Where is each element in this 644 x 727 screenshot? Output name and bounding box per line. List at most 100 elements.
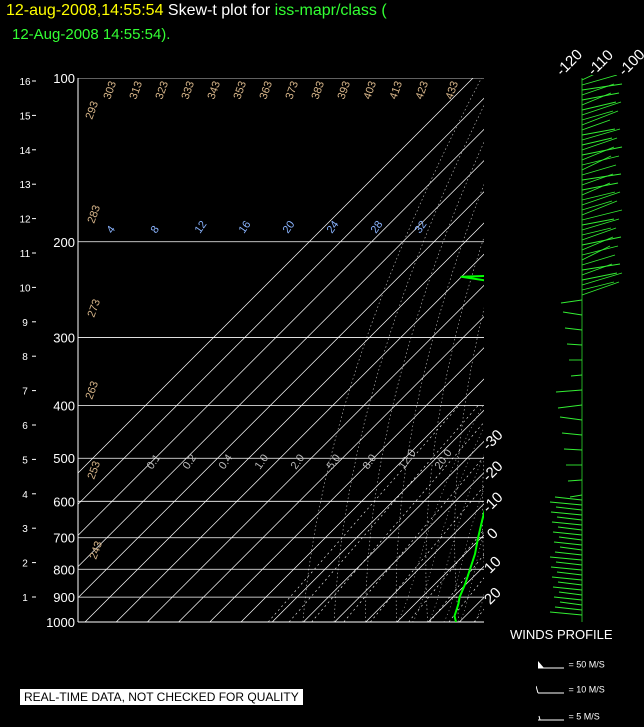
axis-labels: 1000900800700600500400300200100123456789… <box>19 46 644 630</box>
isotherm <box>365 503 484 622</box>
wind-barb <box>554 606 583 611</box>
legend-50ms: = 50 M/S <box>536 659 605 671</box>
dry-adiabat <box>454 307 484 622</box>
moist-adiabat <box>427 454 484 622</box>
isotherm <box>78 128 484 536</box>
wind-barb <box>564 327 583 331</box>
height-tick-label: 14 <box>19 146 31 157</box>
wind-barb <box>581 155 612 171</box>
pressure-tick-label: 700 <box>53 531 75 546</box>
mixing-ratio-label: 12 <box>193 219 210 236</box>
dry-adiabat <box>632 78 644 622</box>
wind-barb <box>562 311 583 316</box>
mixing-ratio-line <box>370 485 484 622</box>
wind-barb <box>554 551 583 556</box>
height-tick-label: 8 <box>22 352 28 363</box>
wind-barb <box>549 556 583 561</box>
wind-barb <box>581 146 615 161</box>
legend-50-label: = 50 M/S <box>568 659 605 670</box>
barb-10-icon <box>535 685 564 694</box>
wind-barb <box>581 173 622 181</box>
isotherm-right-label: 0 <box>484 525 502 543</box>
wind-barb <box>550 511 583 516</box>
isotherm <box>303 440 484 622</box>
height-tick-label: 2 <box>22 559 28 570</box>
barb-5-icon <box>538 715 564 721</box>
saturation-label: 0.1 <box>145 452 164 471</box>
isotherm <box>78 78 474 474</box>
dry-adiabat-label: 343 <box>206 80 224 101</box>
wind-barb <box>581 245 611 261</box>
isotherm <box>459 596 484 622</box>
wind-barb <box>561 432 583 436</box>
diagram-grid <box>78 78 644 622</box>
dry-adiabat-label: 383 <box>310 80 328 101</box>
mixing-ratio-label: 24 <box>325 219 342 236</box>
dry-adiabat <box>609 78 644 622</box>
wind-barb <box>559 546 583 551</box>
wind-barb <box>558 536 583 541</box>
dry-adiabat-label: 353 <box>232 80 250 101</box>
wind-barb <box>581 200 618 216</box>
mixing-ratio-label: 16 <box>237 219 254 236</box>
pressure-tick-label: 400 <box>53 399 75 414</box>
wind-barb <box>570 374 583 377</box>
wind-barb <box>581 191 621 206</box>
isotherm <box>78 160 484 568</box>
height-tick-label: 1 <box>22 593 28 604</box>
wind-barb <box>556 571 583 576</box>
sounding-series <box>453 274 484 622</box>
wind-barb <box>581 137 613 146</box>
wind-barb <box>581 128 616 136</box>
wind-barb <box>549 501 583 506</box>
mixing-ratio-line <box>288 405 479 622</box>
title-source: iss-mapr/class ( <box>274 2 387 19</box>
dry-adiabat-label: 293 <box>84 100 102 121</box>
wind-barb <box>581 164 617 176</box>
dry-adiabat <box>425 236 484 622</box>
wind-barb <box>581 155 620 166</box>
isotherm <box>78 97 484 505</box>
height-tick-label: 10 <box>19 283 31 294</box>
wind-barb <box>581 227 612 236</box>
isotherm <box>115 253 484 622</box>
wind-barb <box>581 83 623 91</box>
wind-barb <box>581 236 622 246</box>
wind-barb <box>581 182 619 191</box>
wind-barb <box>581 254 616 266</box>
height-tick-label: 9 <box>22 318 28 329</box>
wind-barb <box>581 83 615 96</box>
saturation-label: 5.0 <box>325 452 344 471</box>
wind-barb <box>558 591 583 596</box>
wind-barbs <box>549 75 623 616</box>
isotherm <box>84 222 484 622</box>
wind-barb <box>559 601 583 606</box>
height-tick-label: 13 <box>19 180 31 191</box>
dry-adiabat-label: 283 <box>86 204 104 225</box>
height-tick-label: 12 <box>19 215 31 226</box>
wind-barb <box>581 227 617 241</box>
wind-barb <box>551 576 583 581</box>
dry-adiabat-label: 263 <box>84 380 102 401</box>
height-tick-label: 7 <box>22 387 28 398</box>
dry-adiabat-label: 243 <box>88 540 106 561</box>
moist-adiabat <box>491 242 644 622</box>
isotherm-top-label: -110 <box>584 47 616 79</box>
height-tick-label: 15 <box>19 111 31 122</box>
dry-adiabat-label: 303 <box>102 80 120 101</box>
wind-barb <box>549 611 583 616</box>
wind-barb <box>581 191 616 201</box>
wind-barb <box>553 596 583 601</box>
dewpoint-line <box>453 274 484 622</box>
isotherm <box>271 409 484 622</box>
wind-barb <box>581 236 614 251</box>
dry-adiabat <box>585 78 643 622</box>
mixing-ratio-label: 8 <box>149 224 162 236</box>
dry-adiabat-label: 313 <box>128 80 146 101</box>
legend-10ms: = 10 M/S <box>535 684 605 696</box>
pressure-tick-label: 1000 <box>46 615 75 630</box>
wind-barb <box>555 389 583 393</box>
title-second-line: 12-Aug-2008 14:55:54). <box>12 26 171 43</box>
height-tick-label: 6 <box>22 421 28 432</box>
